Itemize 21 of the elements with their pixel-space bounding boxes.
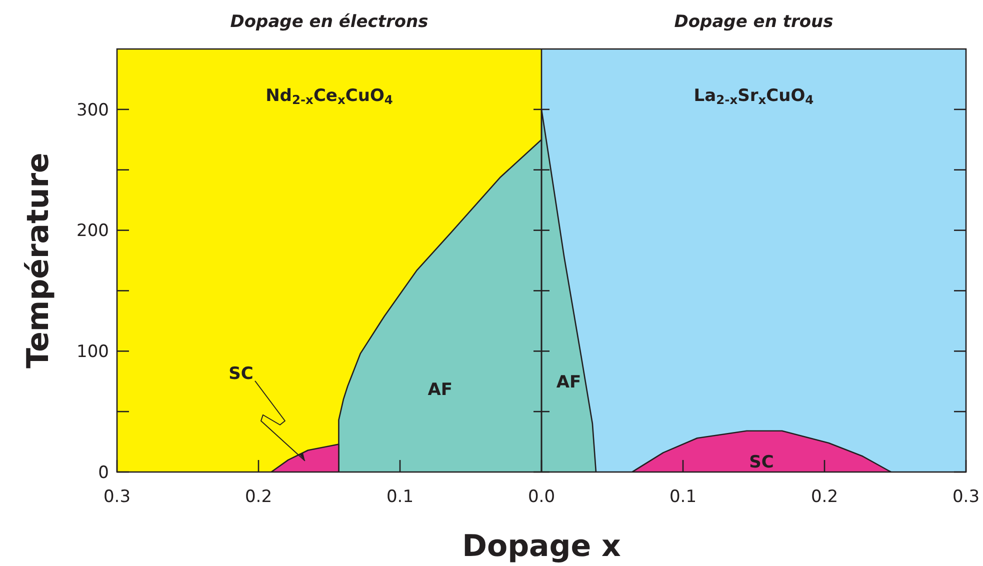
- series-label: AF: [556, 372, 582, 392]
- x-tick-label: 0.2: [244, 487, 272, 507]
- y-axis-title: Température: [21, 152, 56, 368]
- y-tick-label: 300: [76, 100, 109, 120]
- y-tick-label: 200: [76, 221, 109, 242]
- x-tick-label: 0.1: [386, 487, 414, 507]
- x-tick-label: 0.1: [669, 487, 697, 507]
- y-tick-label: 0: [98, 462, 109, 483]
- series-label: SC: [749, 452, 774, 473]
- x-tick-label: 0.3: [952, 487, 980, 507]
- y-tick-label: 100: [76, 342, 109, 362]
- series-label: AF: [428, 380, 453, 400]
- band-label: Dopage en électrons: [230, 12, 428, 32]
- annotation: Nd$_{2-x}$Ce$_{x}$CuO$_{4}$: [266, 86, 393, 108]
- x-axis-title: Dopage x: [462, 529, 621, 564]
- x-tick-label: 0.3: [103, 487, 131, 507]
- x-tick-label: 0.0: [528, 487, 556, 507]
- annotation: La$_{2-x}$Sr$_{x}$CuO$_{4}$: [694, 86, 814, 108]
- x-tick-label: 0.2: [810, 487, 838, 507]
- band-label: Dopage en trous: [674, 12, 834, 32]
- text: SC: [228, 364, 254, 384]
